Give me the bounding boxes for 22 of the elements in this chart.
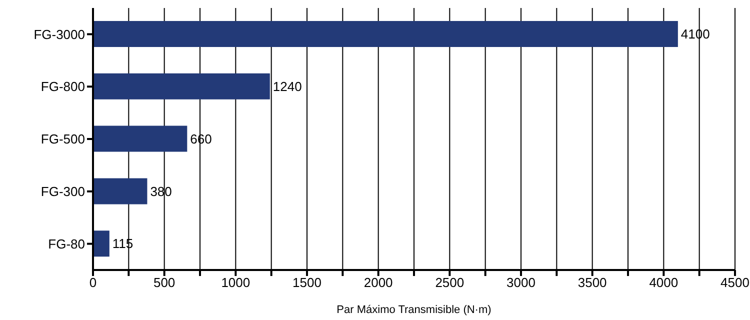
x-tick-label: 2500 — [435, 275, 464, 290]
x-tick-label: 1000 — [221, 275, 250, 290]
y-tick-label: FG-500 — [40, 132, 85, 147]
x-tick-label: 1500 — [292, 275, 322, 290]
x-tick-label: 4500 — [720, 275, 750, 290]
x-tick-label: 3500 — [578, 275, 607, 290]
x-tick-label: 0 — [89, 275, 97, 290]
data-label: 1240 — [272, 79, 302, 94]
y-tick-label: FG-80 — [48, 236, 85, 252]
bar — [93, 178, 148, 204]
x-tick-label: 500 — [153, 275, 176, 290]
y-tick-label: FG-3000 — [34, 26, 85, 42]
y-tick-label: FG-800 — [40, 79, 85, 94]
x-tick-label: 3000 — [506, 275, 536, 290]
bar — [93, 230, 110, 257]
x-axis-title: Par Máximo Transmisible (N·m) — [336, 304, 492, 316]
y-tick-label: FG-300 — [40, 184, 85, 200]
bar — [93, 21, 678, 47]
x-tick-label: 2000 — [364, 275, 393, 290]
bar — [93, 73, 270, 100]
x-tick-label: 4000 — [649, 275, 678, 290]
bar — [93, 126, 188, 152]
